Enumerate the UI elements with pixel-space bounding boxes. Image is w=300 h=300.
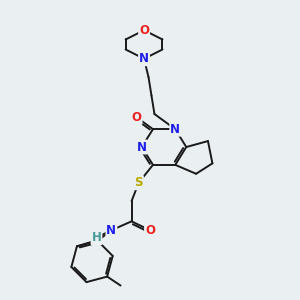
Text: S: S — [134, 176, 143, 189]
Text: N: N — [170, 123, 180, 136]
Text: N: N — [139, 52, 149, 65]
Text: N: N — [106, 224, 116, 237]
Text: H: H — [92, 231, 101, 244]
Text: N: N — [137, 140, 147, 154]
Text: O: O — [145, 224, 155, 237]
Text: O: O — [139, 24, 149, 37]
Text: O: O — [132, 111, 142, 124]
